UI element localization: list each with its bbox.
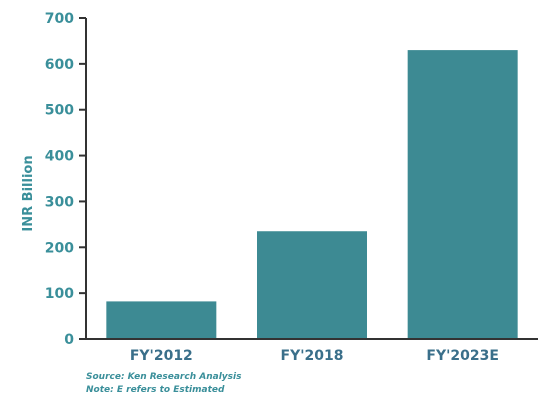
y-tick-label: 600 [45,57,74,73]
y-tick-label: 0 [64,332,74,348]
y-tick-label: 400 [45,149,74,165]
estimate-note: Note: E refers to Estimated [86,385,225,395]
x-category-label: FY'2018 [281,348,344,364]
x-labels-group: FY'2012 FY'2018 FY'2023E [130,348,499,364]
y-tick-label: 100 [45,286,74,302]
x-category-label: FY'2023E [426,348,499,364]
y-axis-title: INR Billion [21,155,36,231]
bars-group [106,50,518,339]
y-tick-label: 700 [45,11,74,27]
axes-group [79,18,538,340]
y-tick-label: 500 [45,103,74,119]
y-tick-label: 300 [45,194,74,210]
bar-1 [257,231,367,339]
x-category-label: FY'2012 [130,348,193,364]
source-note: Source: Ken Research Analysis [86,372,242,382]
bar-0 [106,301,217,339]
y-ticks-group: 0 100 200 300 400 500 600 700 [45,11,86,348]
y-tick-label: 200 [45,240,74,256]
bar-2 [407,50,518,339]
